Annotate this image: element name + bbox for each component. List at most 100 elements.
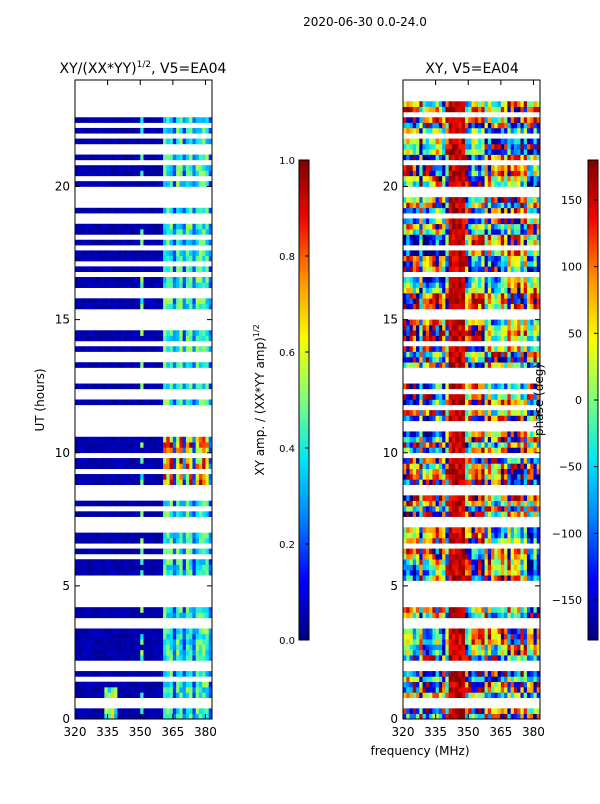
heatmap-cell <box>423 336 427 342</box>
heatmap-cell <box>202 346 206 352</box>
heatmap-cell <box>75 607 79 613</box>
heatmap-cell <box>78 447 82 453</box>
heatmap-cell <box>432 234 436 240</box>
heatmap-cell <box>82 229 86 235</box>
heatmap-cell <box>176 463 180 469</box>
heatmap-cell <box>439 336 443 342</box>
heatmap-cell <box>429 463 433 469</box>
heatmap-cell <box>472 501 476 507</box>
heatmap-cell <box>157 240 161 246</box>
heatmap-cell <box>514 565 518 571</box>
heatmap-cell <box>98 549 102 555</box>
heatmap-cell <box>530 549 534 555</box>
heatmap-cell <box>157 607 161 613</box>
heatmap-cell <box>416 437 420 443</box>
heatmap-cell <box>517 282 521 288</box>
heatmap-cell <box>410 362 414 368</box>
heatmap-cell <box>465 394 469 400</box>
heatmap-cell <box>442 575 446 581</box>
heatmap-cell <box>176 128 180 134</box>
heatmap-cell <box>455 336 459 342</box>
heatmap-cell <box>426 357 430 363</box>
heatmap-cell <box>127 613 131 619</box>
heatmap-cell <box>501 549 505 555</box>
heatmap-cell <box>183 565 187 571</box>
heatmap-cell <box>436 266 440 272</box>
heatmap-cell <box>498 506 502 512</box>
heatmap-cell <box>530 650 534 656</box>
heatmap-cell <box>429 692 433 698</box>
heatmap-cell <box>196 400 200 406</box>
heatmap-cell <box>478 506 482 512</box>
heatmap-cell <box>166 229 170 235</box>
heatmap-cell <box>423 655 427 661</box>
heatmap-cell <box>173 282 177 288</box>
heatmap-cell <box>501 692 505 698</box>
heatmap-cell <box>439 708 443 714</box>
heatmap-cell <box>517 634 521 640</box>
heatmap-cell <box>108 165 112 171</box>
heatmap-cell <box>504 277 508 283</box>
heatmap-cell <box>419 565 423 571</box>
heatmap-cell <box>475 463 479 469</box>
heatmap-cell <box>432 442 436 448</box>
heatmap-cell <box>186 479 190 485</box>
heatmap-cell <box>472 575 476 581</box>
heatmap-cell <box>179 634 183 640</box>
heatmap-cell <box>423 479 427 485</box>
heatmap-cell <box>403 415 407 421</box>
heatmap-cell <box>442 463 446 469</box>
heatmap-cell <box>419 261 423 267</box>
heatmap-cell <box>501 479 505 485</box>
heatmap-cell <box>82 655 86 661</box>
heatmap-cell <box>173 437 177 443</box>
heatmap-cell <box>442 410 446 416</box>
heatmap-cell <box>410 410 414 416</box>
heatmap-cell <box>95 282 99 288</box>
heatmap-cell <box>176 644 180 650</box>
heatmap-cell <box>458 469 462 475</box>
heatmap-cell <box>449 400 453 406</box>
heatmap-cell <box>436 234 440 240</box>
heatmap-cell <box>199 501 203 507</box>
heatmap-cell <box>147 692 151 698</box>
heatmap-cell <box>170 208 174 214</box>
heatmap-cell <box>117 224 121 230</box>
heatmap-cell <box>85 256 89 262</box>
heatmap-cell <box>517 357 521 363</box>
heatmap-cell <box>462 250 466 256</box>
heatmap-cell <box>442 325 446 331</box>
heatmap-cell <box>192 687 196 693</box>
heatmap-cell <box>478 250 482 256</box>
heatmap-cell <box>452 458 456 464</box>
heatmap-cell <box>144 511 148 517</box>
heatmap-cell <box>432 533 436 539</box>
heatmap-cell <box>527 474 531 480</box>
heatmap-cell <box>458 479 462 485</box>
heatmap-cell <box>488 639 492 645</box>
heatmap-cell <box>127 181 131 187</box>
heatmap-cell <box>137 671 141 677</box>
heatmap-cell <box>111 229 115 235</box>
heatmap-cell <box>533 266 537 272</box>
heatmap-cell <box>127 714 131 720</box>
heatmap-cell <box>501 447 505 453</box>
heatmap-cell <box>124 346 128 352</box>
heatmap-cell <box>423 410 427 416</box>
heatmap-cell <box>153 538 157 544</box>
heatmap-cell <box>75 117 79 123</box>
heatmap-cell <box>144 671 148 677</box>
heatmap-cell <box>436 634 440 640</box>
heatmap-cell <box>406 682 410 688</box>
heatmap-cell <box>419 639 423 645</box>
heatmap-cell <box>121 692 125 698</box>
heatmap-cell <box>455 687 459 693</box>
heatmap-cell <box>91 671 95 677</box>
heatmap-cell <box>147 511 151 517</box>
heatmap-cell <box>134 139 138 145</box>
heatmap-cell <box>108 458 112 464</box>
heatmap-cell <box>82 266 86 272</box>
heatmap-cell <box>91 538 95 544</box>
heatmap-cell <box>192 304 196 310</box>
heatmap-cell <box>423 346 427 352</box>
